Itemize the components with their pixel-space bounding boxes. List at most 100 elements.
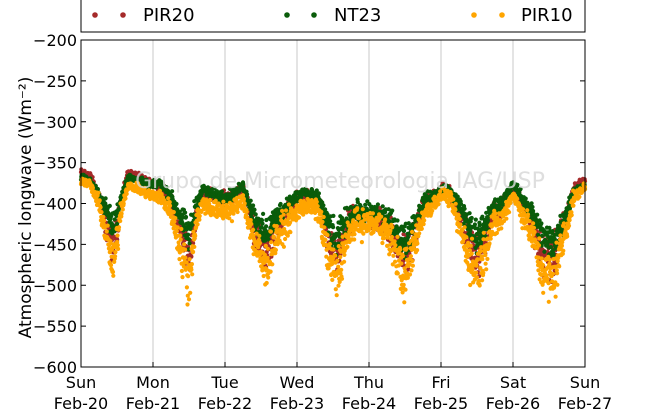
data-point [352, 232, 356, 236]
data-point [406, 235, 410, 239]
data-point [355, 206, 359, 210]
data-point [380, 241, 384, 245]
data-point [422, 222, 426, 226]
data-point [379, 215, 383, 219]
data-point [451, 197, 455, 201]
data-point [328, 242, 332, 246]
data-point [485, 257, 489, 261]
legend-marker [120, 12, 126, 18]
data-point [191, 250, 195, 254]
data-point [282, 245, 286, 249]
data-point [175, 229, 179, 233]
data-point [196, 222, 200, 226]
data-point [487, 241, 491, 245]
data-point [262, 274, 266, 278]
data-point [393, 243, 397, 247]
data-point [422, 218, 426, 222]
legend-label: NT23 [334, 5, 381, 26]
data-point [337, 244, 341, 248]
data-point [294, 211, 298, 215]
data-point [265, 281, 269, 285]
data-point [123, 196, 127, 200]
data-point [338, 255, 342, 259]
data-point [174, 202, 178, 206]
data-point [101, 215, 105, 219]
data-point [269, 270, 273, 274]
data-point [504, 217, 508, 221]
data-point [179, 227, 183, 231]
data-point [187, 297, 191, 301]
data-point [331, 214, 335, 218]
data-point [121, 207, 125, 211]
data-point [541, 263, 545, 267]
data-point [550, 229, 554, 233]
data-point [297, 215, 301, 219]
data-point [533, 230, 537, 234]
data-point [230, 219, 234, 223]
data-point [484, 267, 488, 271]
data-point [168, 200, 172, 204]
data-point [186, 233, 190, 237]
data-point [198, 214, 202, 218]
data-point [468, 211, 472, 215]
data-point [537, 236, 541, 240]
data-point [323, 238, 327, 242]
data-point [330, 278, 334, 282]
data-point [340, 277, 344, 281]
data-point [402, 283, 406, 287]
data-point [399, 261, 403, 265]
data-point [376, 202, 380, 206]
data-point [401, 254, 405, 258]
data-point [243, 201, 247, 205]
data-point [91, 186, 95, 190]
data-point [113, 250, 117, 254]
data-point [269, 240, 273, 244]
data-point [249, 199, 253, 203]
data-point [546, 277, 550, 281]
data-point [99, 205, 103, 209]
data-point [208, 198, 212, 202]
data-point [530, 205, 534, 209]
data-point [258, 241, 262, 245]
data-point [185, 302, 189, 306]
data-point [104, 196, 108, 200]
plot-area [79, 40, 587, 367]
data-point [184, 215, 188, 219]
data-point [395, 218, 399, 222]
data-point [471, 267, 475, 271]
data-point [180, 275, 184, 279]
data-point [361, 207, 365, 211]
data-point [483, 253, 487, 257]
data-point [493, 211, 497, 215]
data-point [245, 210, 249, 214]
legend-marker [92, 12, 98, 18]
data-point [286, 234, 290, 238]
data-point [409, 268, 413, 272]
data-point [188, 257, 192, 261]
data-point [345, 245, 349, 249]
data-point [264, 224, 268, 228]
data-point [331, 247, 335, 251]
data-point [390, 235, 394, 239]
data-point [102, 219, 106, 223]
data-point [470, 252, 474, 256]
data-point [436, 202, 440, 206]
data-point [283, 237, 287, 241]
data-point [537, 243, 541, 247]
data-point [266, 247, 270, 251]
data-point [479, 249, 483, 253]
data-point [453, 208, 457, 212]
data-point [106, 224, 110, 228]
data-point [415, 241, 419, 245]
legend-marker [311, 12, 317, 18]
data-point [186, 274, 190, 278]
data-point [527, 219, 531, 223]
data-point [274, 248, 278, 252]
data-point [257, 234, 261, 238]
data-point [322, 215, 326, 219]
data-point [108, 204, 112, 208]
legend-marker [471, 12, 477, 18]
